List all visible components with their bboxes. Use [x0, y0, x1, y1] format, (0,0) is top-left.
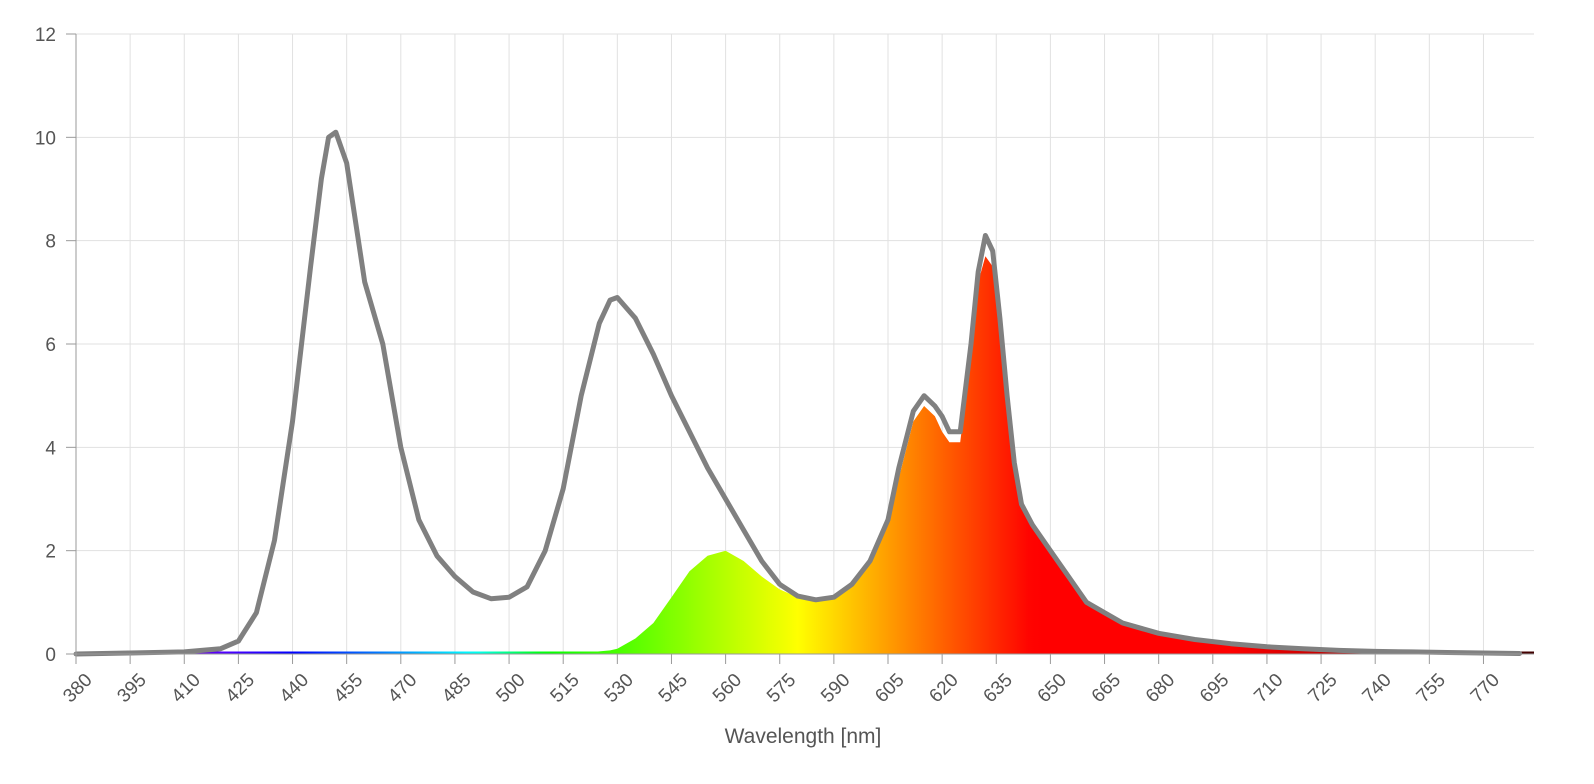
y-tick-label: 6	[45, 335, 56, 356]
x-tick-label: 665	[1088, 670, 1125, 707]
x-axis-title: Wavelength [nm]	[725, 725, 882, 748]
x-tick-label: 485	[438, 670, 475, 707]
x-tick-label: 590	[817, 670, 854, 707]
x-tick-label: 395	[113, 670, 150, 707]
y-tick-label: 12	[35, 25, 56, 46]
spectrum-outline-line	[73, 129, 1523, 657]
x-tick-label: 740	[1359, 670, 1396, 707]
x-tick-label: 710	[1250, 670, 1287, 707]
y-tick-label: 8	[45, 232, 56, 253]
x-tick-label: 680	[1142, 670, 1179, 707]
x-tick-label: 755	[1413, 670, 1450, 707]
axes	[66, 33, 1534, 664]
x-tick-label: 440	[276, 670, 313, 707]
y-tick-label: 2	[45, 542, 56, 563]
y-axis-tick-labels: 0 2 4 6 8 10 12	[35, 25, 57, 666]
y-tick-label: 4	[45, 438, 56, 459]
x-tick-label: 725	[1304, 670, 1341, 707]
grid-lines	[75, 33, 1534, 655]
x-tick-label: 410	[168, 670, 205, 707]
x-tick-label: 455	[330, 670, 367, 707]
x-axis-tick-labels: 380 395 410 425 440 455 470 485 500 515 530 545 560 5…	[59, 670, 1504, 707]
x-tick-label: 425	[222, 670, 259, 707]
x-tick-label: 650	[1034, 670, 1071, 707]
y-tick-label: 10	[35, 128, 56, 149]
x-tick-label: 380	[59, 670, 96, 707]
x-tick-label: 695	[1196, 670, 1233, 707]
y-tick-label: 0	[45, 645, 56, 666]
x-tick-label: 545	[655, 670, 692, 707]
x-tick-label: 500	[492, 670, 529, 707]
outline-layer	[73, 129, 1523, 657]
x-tick-label: 470	[384, 670, 421, 707]
x-tick-label: 620	[925, 670, 962, 707]
spectral-fill-layer	[76, 256, 1534, 655]
x-tick-label: 635	[980, 670, 1017, 707]
x-tick-label: 575	[763, 670, 800, 707]
x-tick-label: 530	[601, 670, 638, 707]
x-tick-label: 605	[871, 670, 908, 707]
x-tick-label: 560	[709, 670, 746, 707]
x-tick-label: 515	[547, 670, 584, 707]
x-tick-label: 770	[1467, 670, 1504, 707]
